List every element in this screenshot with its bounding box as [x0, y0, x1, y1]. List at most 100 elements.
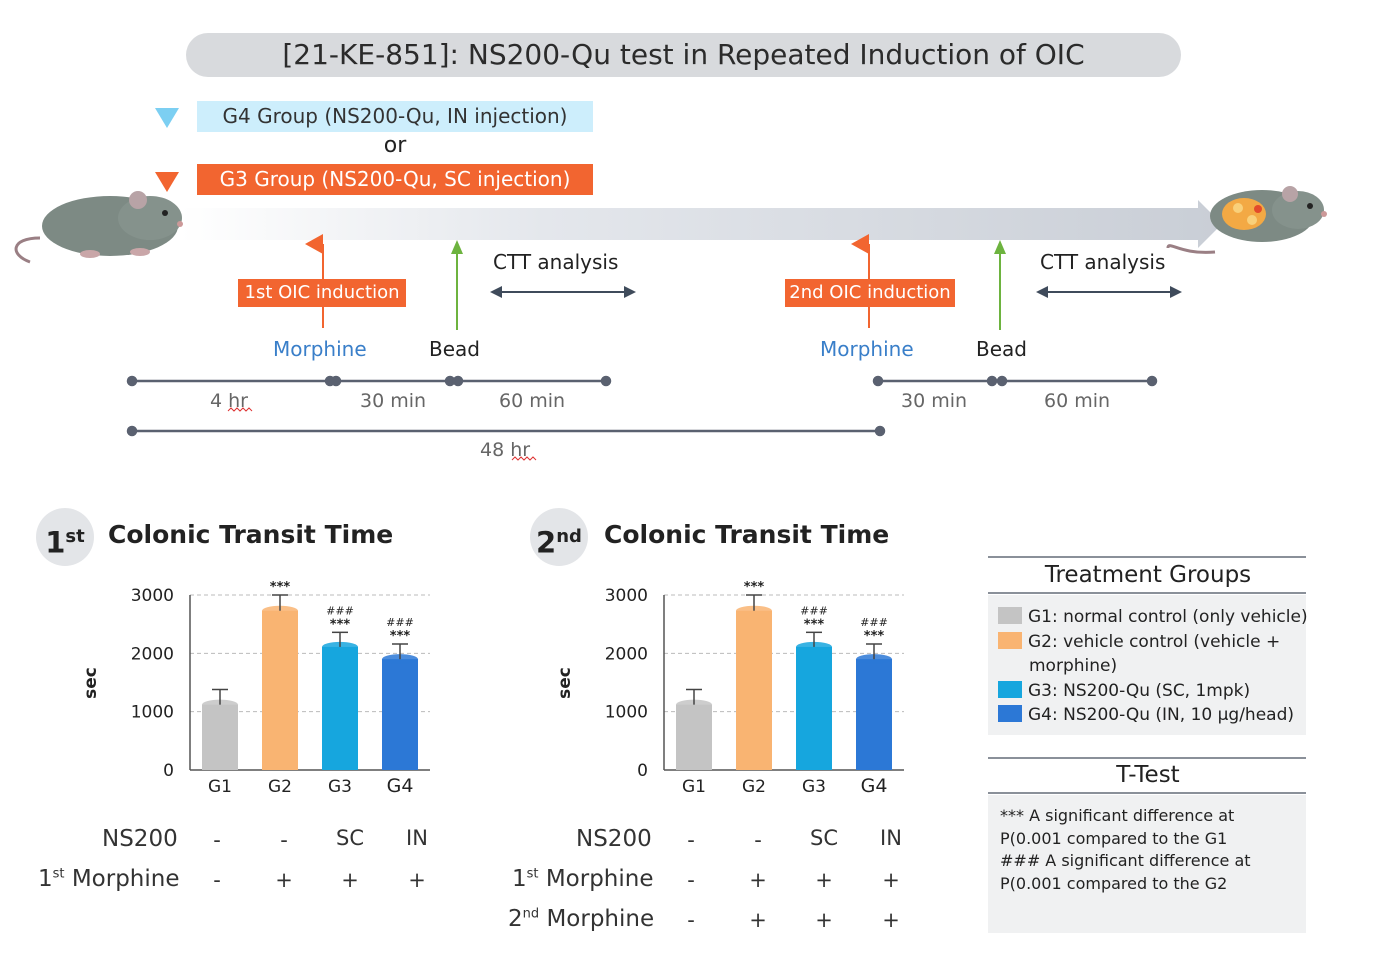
bar-G3: [796, 646, 832, 770]
ns200-cell: -: [754, 828, 762, 852]
legend-mid-rule: [988, 592, 1306, 594]
sig-star-G4: ***: [390, 629, 411, 644]
treatment-groups-heading: Treatment Groups: [1044, 562, 1252, 588]
bar-G3: [322, 646, 358, 770]
ns200-cell: SC: [810, 826, 838, 850]
second-chart-morphine2-label: 2nd Morphine: [508, 906, 655, 932]
legend-item-g2-cont: morphine): [1029, 656, 1118, 676]
mouse-icon-left: [14, 191, 183, 264]
sig-star-G2: ***: [270, 580, 291, 595]
page-title: [21-KE-851]: NS200-Qu test in Repeated I…: [186, 33, 1181, 77]
bar-G1: [202, 704, 238, 770]
ns200-label-2: NS200: [576, 826, 652, 852]
bar-cap-G3: [322, 641, 358, 652]
first-induction-label: 1st OIC induction: [238, 279, 406, 307]
m1-cell: +: [275, 868, 293, 892]
first-chart-title: Colonic Transit Time: [108, 520, 394, 549]
bar-cap-G1: [202, 699, 238, 710]
ttest-line: *** A significant difference at: [1000, 806, 1235, 825]
first-badge: 1st: [36, 508, 94, 566]
sig-star-G3: ***: [330, 617, 351, 632]
g3-group-label: G3 Group (NS200-Qu, SC injection): [197, 164, 593, 195]
legend-item-g4: G4: NS200-Qu (IN, 10 μg/head): [998, 705, 1294, 725]
bar-G2: [262, 610, 298, 770]
g4-group-label: G4 Group (NS200-Qu, IN injection): [197, 101, 593, 132]
ns200-cell: -: [280, 828, 288, 852]
ttest-heading: T-Test: [1116, 762, 1180, 788]
legend-item-g1: G1: normal control (only vehicle): [998, 607, 1308, 627]
g4-triangle-icon: [155, 108, 179, 128]
ctt-label-2: CTT analysis: [1040, 250, 1166, 274]
legend-top-rule: [988, 556, 1306, 558]
m2-cell: +: [882, 908, 900, 932]
ctt-label-1: CTT analysis: [493, 250, 619, 274]
m1-cell: +: [882, 868, 900, 892]
bead-label-2: Bead: [976, 337, 1027, 361]
legend-swatch-g2: [998, 632, 1022, 649]
m2-cell: +: [815, 908, 833, 932]
second-chart-morphine1-label: 1st Morphine: [512, 866, 654, 892]
protocol-diagram: [14, 108, 1327, 461]
m1-cell: -: [213, 868, 221, 892]
mouse-icon-right: [1166, 186, 1327, 254]
second-badge: 2nd: [530, 508, 588, 566]
first-morphine-label-1: 1st Morphine: [38, 866, 180, 892]
timeline-4hr: 4 hr: [210, 390, 248, 412]
ns200-cell: IN: [406, 826, 428, 850]
timeline-segments: [126, 375, 1158, 437]
ns200-cell: IN: [880, 826, 902, 850]
legend-item-g2: G2: vehicle control (vehicle +: [998, 632, 1280, 652]
ctt-double-arrow-2: [1036, 286, 1182, 298]
y-tick-label: 0: [637, 761, 648, 781]
m1-cell: -: [687, 868, 695, 892]
morphine-label-1: Morphine: [273, 337, 367, 361]
sig-hash-G3: ###: [800, 604, 828, 617]
bar-cap-G4: [856, 654, 892, 665]
bar-G2: [736, 610, 772, 770]
sig-star-G4: ***: [864, 629, 885, 644]
m2-cell: +: [749, 908, 767, 932]
legend-item-g3: G3: NS200-Qu (SC, 1mpk): [998, 681, 1250, 701]
legend-swatch-g4: [998, 705, 1022, 722]
m1-cell: +: [408, 868, 426, 892]
timeline-main-arrow: [180, 200, 1222, 248]
y-axis-label: sec: [555, 667, 575, 699]
m1-cell: +: [749, 868, 767, 892]
g3-triangle-icon: [155, 172, 179, 192]
timeline-30min-1: 30 min: [360, 390, 427, 412]
bar-cap-G1: [676, 699, 712, 710]
bar-cap-G4: [382, 654, 418, 665]
timeline-48hr: 48 hr: [480, 439, 531, 461]
bar-cap-G3: [796, 641, 832, 652]
second-induction-label: 2nd OIC induction: [785, 279, 955, 307]
x-tick-label: G2: [742, 777, 766, 797]
ns200-cell: SC: [336, 826, 364, 850]
ctt-double-arrow-1: [490, 286, 636, 298]
timeline-30min-2: 30 min: [901, 390, 968, 412]
x-tick-label: G3: [802, 777, 826, 797]
or-label: or: [383, 133, 407, 158]
ttest-box: *** A significant difference at P(0.001 …: [988, 795, 1306, 933]
sig-hash-G4: ###: [860, 616, 888, 629]
y-tick-label: 3000: [605, 586, 648, 606]
x-tick-label: G4: [387, 775, 414, 797]
second-chart-title: Colonic Transit Time: [604, 520, 890, 549]
y-axis-label: sec: [81, 667, 101, 699]
x-tick-label: G4: [861, 775, 888, 797]
y-tick-label: 1000: [131, 703, 174, 723]
y-tick-label: 2000: [605, 644, 648, 664]
ns200-cell: -: [687, 828, 695, 852]
ns200-cell: -: [213, 828, 221, 852]
morphine-label-2: Morphine: [820, 337, 914, 361]
m1-cell: +: [341, 868, 359, 892]
legend-box: G1: normal control (only vehicle) G2: ve…: [988, 595, 1308, 735]
x-tick-label: G2: [268, 777, 292, 797]
m2-cell: -: [687, 908, 695, 932]
y-tick-label: 1000: [605, 703, 648, 723]
ttest-line: P(0.001 compared to the G2: [1000, 874, 1228, 893]
y-tick-label: 3000: [131, 586, 174, 606]
bar-G4: [382, 659, 418, 770]
ns200-label-1: NS200: [102, 826, 178, 852]
